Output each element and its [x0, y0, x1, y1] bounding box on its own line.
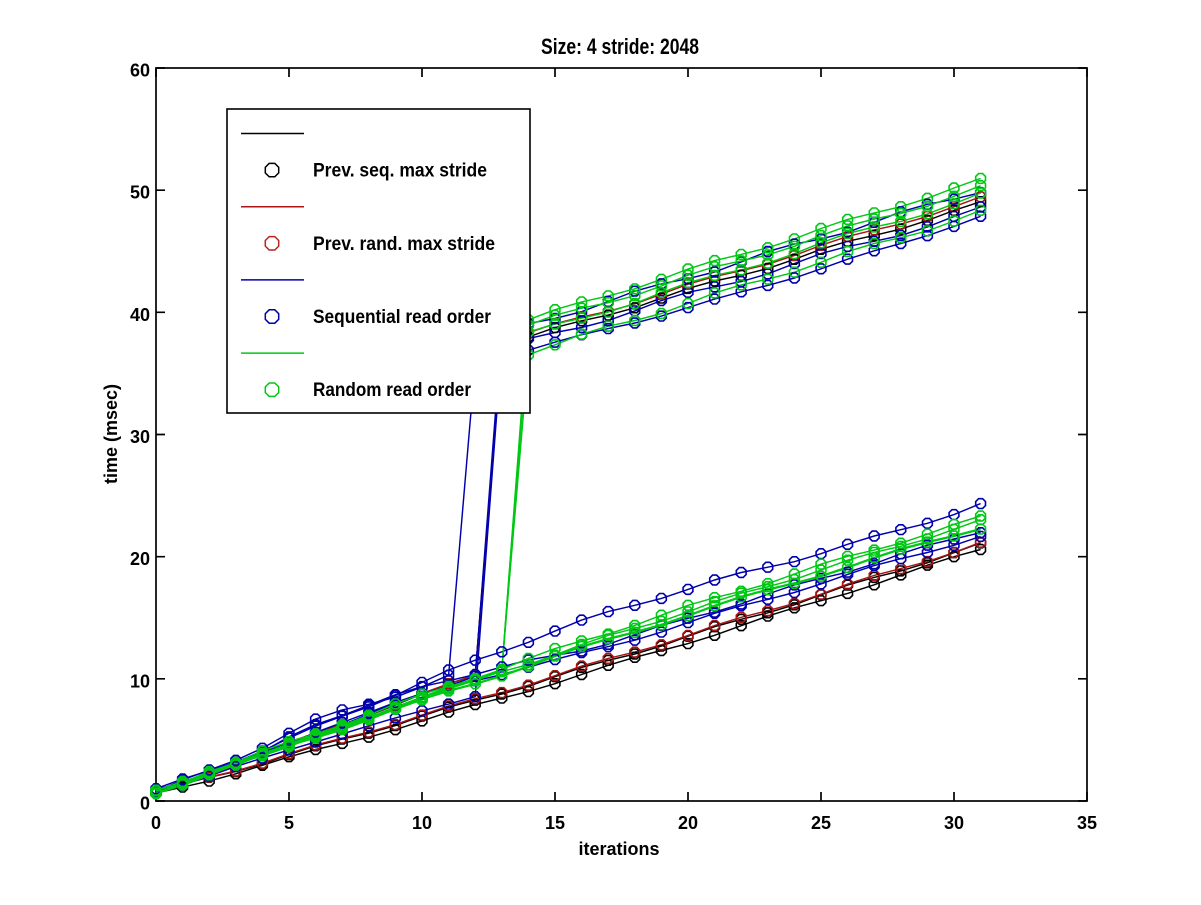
svg-text:Random read order: Random read order	[313, 380, 472, 401]
svg-text:50: 50	[130, 183, 150, 203]
svg-text:5: 5	[284, 813, 294, 833]
svg-text:40: 40	[130, 305, 150, 325]
svg-text:Sequential read order: Sequential read order	[313, 307, 492, 328]
svg-text:30: 30	[944, 813, 964, 833]
svg-text:0: 0	[151, 813, 161, 833]
svg-text:20: 20	[678, 813, 698, 833]
svg-text:15: 15	[545, 813, 565, 833]
svg-text:10: 10	[130, 671, 150, 691]
svg-text:Size: 4 stride: 2048: Size: 4 stride: 2048	[541, 34, 699, 59]
svg-text:20: 20	[130, 549, 150, 569]
svg-text:25: 25	[811, 813, 831, 833]
svg-text:Prev. seq. max stride: Prev. seq. max stride	[313, 161, 487, 182]
svg-text:Prev. rand. max stride: Prev. rand. max stride	[313, 234, 495, 255]
svg-text:10: 10	[412, 813, 432, 833]
svg-text:30: 30	[130, 427, 150, 447]
svg-text:0: 0	[140, 794, 150, 814]
svg-text:iterations: iterations	[578, 839, 659, 859]
svg-text:60: 60	[130, 61, 150, 81]
svg-text:35: 35	[1077, 813, 1097, 833]
svg-text:time (msec): time (msec)	[101, 384, 121, 484]
